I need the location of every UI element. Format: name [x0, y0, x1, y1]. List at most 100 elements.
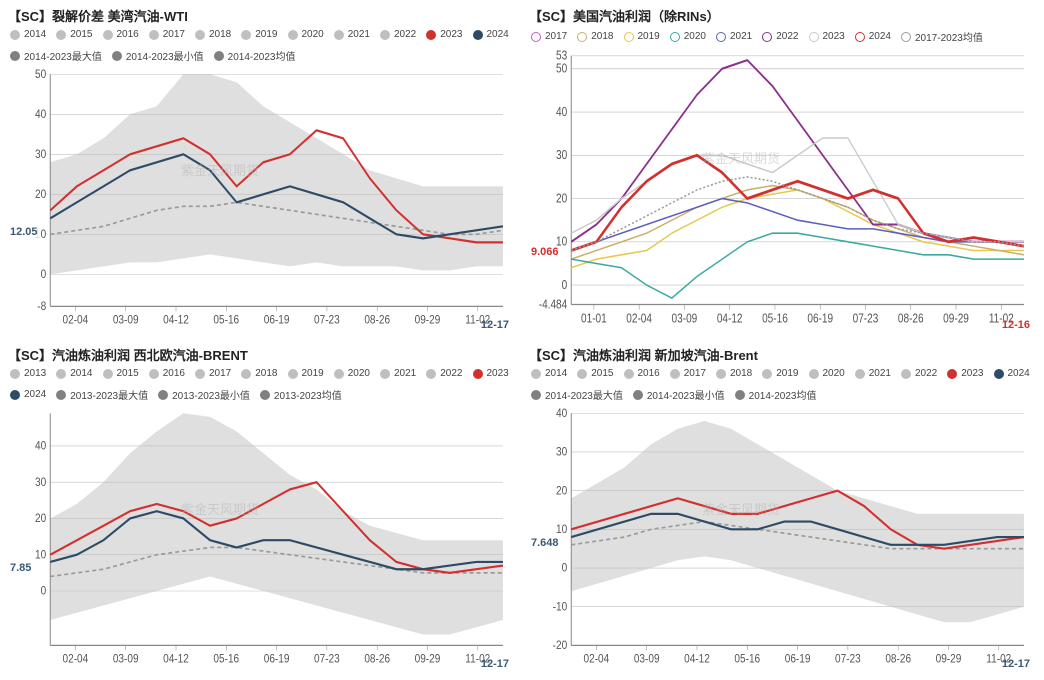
legend-label: 2013-2023均值 — [274, 387, 342, 402]
y-tick-label: 50 — [556, 63, 567, 76]
legend-label: 2021 — [869, 368, 891, 379]
legend-label: 2023 — [487, 368, 509, 379]
x-tick-label: 07-23 — [314, 653, 340, 666]
legend-item: 2016 — [624, 368, 660, 379]
legend-swatch — [473, 369, 483, 379]
x-tick-label: 06-19 — [785, 653, 811, 666]
x-tick-label: 02-04 — [63, 314, 89, 327]
legend-item: 2024 — [855, 31, 891, 42]
legend-label: 2023 — [961, 368, 983, 379]
legend-item: 2023 — [426, 29, 462, 40]
legend-label: 2019 — [638, 31, 660, 42]
legend-label: 2017 — [209, 368, 231, 379]
legend-item: 2014 — [531, 368, 567, 379]
legend-label: 2024 — [869, 31, 891, 42]
legend-item: 2014-2023均值 — [735, 387, 817, 402]
legend-item: 2013-2023最小值 — [158, 387, 250, 402]
legend-swatch — [531, 32, 541, 42]
legend-swatch — [334, 369, 344, 379]
y-tick-label: -10 — [553, 601, 568, 614]
panel-title: 【SC】裂解价差 美湾汽油-WTI — [4, 4, 519, 27]
legend-item: 2014-2023均值 — [214, 48, 296, 63]
y-tick-label: 40 — [35, 108, 46, 121]
legend-item: 2015 — [577, 368, 613, 379]
legend-swatch — [56, 369, 66, 379]
legend-label: 2019 — [776, 368, 798, 379]
legend-item: 2024 — [473, 29, 509, 40]
y-tick-label: -8 — [37, 300, 46, 313]
y-tick-label: 10 — [35, 549, 46, 562]
legend-item: 2021 — [716, 31, 752, 42]
legend-item: 2017-2023均值 — [901, 29, 983, 44]
legend-swatch — [670, 32, 680, 42]
y-tick-label: 40 — [556, 106, 567, 119]
legend-swatch — [10, 390, 20, 400]
legend-label: 2016 — [163, 368, 185, 379]
legend-label: 2023 — [823, 31, 845, 42]
legend-swatch — [56, 30, 66, 40]
legend: 201720182019202020212022202320242017-202… — [525, 27, 1040, 48]
x-tick-label: 09-29 — [415, 314, 441, 327]
legend-item: 2019 — [762, 368, 798, 379]
legend-item: 2017 — [149, 29, 185, 40]
x-tick-label: 08-26 — [898, 313, 924, 326]
x-tick-label: 08-26 — [364, 653, 390, 666]
legend-swatch — [241, 369, 251, 379]
legend-swatch — [762, 369, 772, 379]
legend-swatch — [809, 369, 819, 379]
panel-crack-spread-wti: 【SC】裂解价差 美湾汽油-WTI20142015201620172018201… — [4, 4, 519, 337]
y-tick-label: 0 — [562, 279, 568, 292]
legend-swatch — [762, 32, 772, 42]
x-tick-label: 05-16 — [213, 314, 239, 327]
legend-label: 2013-2023最小值 — [172, 387, 250, 402]
x-tick-label: 08-26 — [364, 314, 390, 327]
legend: 2014201520162017201820192020202120222023… — [525, 366, 1040, 406]
legend-label: 2021 — [348, 29, 370, 40]
legend-swatch — [241, 30, 251, 40]
legend-item: 2014-2023最小值 — [112, 48, 204, 63]
legend-swatch — [735, 390, 745, 400]
legend-label: 2022 — [440, 368, 462, 379]
legend-label: 2018 — [255, 368, 277, 379]
legend-swatch — [901, 32, 911, 42]
legend-swatch — [103, 369, 113, 379]
legend-item: 2021 — [380, 368, 416, 379]
legend-swatch — [531, 369, 541, 379]
legend-swatch — [426, 30, 436, 40]
legend-label: 2019 — [302, 368, 324, 379]
x-tick-label: 06-19 — [264, 653, 290, 666]
legend-swatch — [288, 30, 298, 40]
legend-swatch — [473, 30, 483, 40]
panel-title: 【SC】汽油炼油利润 新加坡汽油-Brent — [525, 343, 1040, 366]
legend-item: 2014 — [56, 368, 92, 379]
legend-item: 2021 — [855, 368, 891, 379]
legend-swatch — [994, 369, 1004, 379]
legend-swatch — [149, 30, 159, 40]
legend-item: 2013 — [10, 368, 46, 379]
x-tick-label: 04-12 — [717, 313, 743, 326]
legend-label: 2022 — [394, 29, 416, 40]
legend-label: 2014-2023最小值 — [126, 48, 204, 63]
x-tick-label: 04-12 — [684, 653, 710, 666]
legend-item: 2022 — [901, 368, 937, 379]
legend-item: 2018 — [716, 368, 752, 379]
legend-swatch — [670, 369, 680, 379]
y-tick-label: 20 — [35, 188, 46, 201]
legend-item: 2019 — [624, 31, 660, 42]
legend-label: 2014-2023最大值 — [545, 387, 623, 402]
legend-item: 2014-2023最大值 — [10, 48, 102, 63]
x-tick-label: 09-29 — [415, 653, 441, 666]
y-tick-label: 30 — [35, 148, 46, 161]
legend-swatch — [334, 30, 344, 40]
legend-swatch — [624, 369, 634, 379]
panel-nwe-brent: 【SC】汽油炼油利润 西北欧汽油-BRENT201320142015201620… — [4, 343, 519, 676]
legend-label: 2014-2023最大值 — [24, 48, 102, 63]
legend-label: 2018 — [591, 31, 613, 42]
legend-label: 2024 — [1008, 368, 1030, 379]
legend-item: 2024 — [10, 389, 46, 400]
chart-grid: 【SC】裂解价差 美湾汽油-WTI20142015201620172018201… — [4, 4, 1040, 676]
panel-singapore-brent: 【SC】汽油炼油利润 新加坡汽油-Brent201420152016201720… — [525, 343, 1040, 676]
legend-label: 2020 — [684, 31, 706, 42]
legend-label: 2013 — [24, 368, 46, 379]
chart-area: -20-1001020304002-0403-0904-1205-1606-19… — [531, 406, 1034, 672]
